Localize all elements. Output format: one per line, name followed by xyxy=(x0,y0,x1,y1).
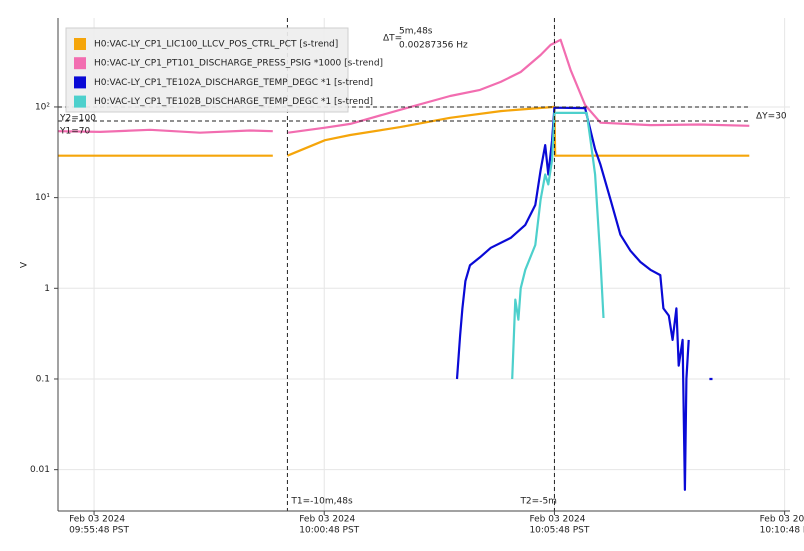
y-tick-label: 10¹ xyxy=(35,193,50,203)
series-line xyxy=(58,38,750,134)
value-cursor-label: Y1=70 xyxy=(59,126,90,136)
value-cursor-label: Y2=100 xyxy=(59,113,96,123)
frequency: 0.00287356 Hz xyxy=(399,41,468,51)
legend-label: H0:VAC-LY_CP1_PT101_DISCHARGE_PRESS_PSIG… xyxy=(94,59,383,69)
legend-swatch xyxy=(74,76,86,89)
y-axis-label: V xyxy=(20,261,30,268)
time-cursor-label: T2=-5m xyxy=(519,497,557,507)
legend-label: H0:VAC-LY_CP1_TE102A_DISCHARGE_TEMP_DEGC… xyxy=(94,78,373,88)
y-tick-label: 1 xyxy=(44,284,50,294)
y-tick-label: 0.01 xyxy=(30,465,50,475)
delta-t-value: 5m,48s xyxy=(399,27,433,37)
legend-swatch xyxy=(74,38,86,50)
delta-y: ΔY=30 xyxy=(756,112,787,122)
legend-label: H0:VAC-LY_CP1_LIC100_LLCV_POS_CTRL_PCT [… xyxy=(94,40,338,50)
x-tick-label: 10:10:48 PST xyxy=(760,526,804,536)
series-line xyxy=(511,111,605,380)
y-tick-label: 10² xyxy=(35,102,50,112)
x-tick-label: 10:00:48 PST xyxy=(299,526,359,536)
legend xyxy=(65,27,349,113)
legend-swatch xyxy=(74,57,86,70)
x-tick-label: 10:05:48 PST xyxy=(529,526,589,536)
x-tick-label: 09:55:48 PST xyxy=(69,526,129,536)
x-tick-label: Feb 03 2024 xyxy=(69,515,125,525)
legend-label: H0:VAC-LY_CP1_TE102B_DISCHARGE_TEMP_DEGC… xyxy=(94,97,373,107)
x-tick-label: Feb 03 2024 xyxy=(529,515,585,525)
legend-swatch xyxy=(74,95,86,108)
plot-area xyxy=(58,38,750,491)
time-cursor-label: T1=-10m,48s xyxy=(290,497,353,507)
series-line xyxy=(455,106,713,491)
x-tick-label: Feb 03 2024 xyxy=(760,515,804,525)
y-tick-label: 0.1 xyxy=(36,374,50,384)
delta-t: ΔT= xyxy=(383,34,402,44)
x-tick-label: Feb 03 2024 xyxy=(299,515,355,525)
